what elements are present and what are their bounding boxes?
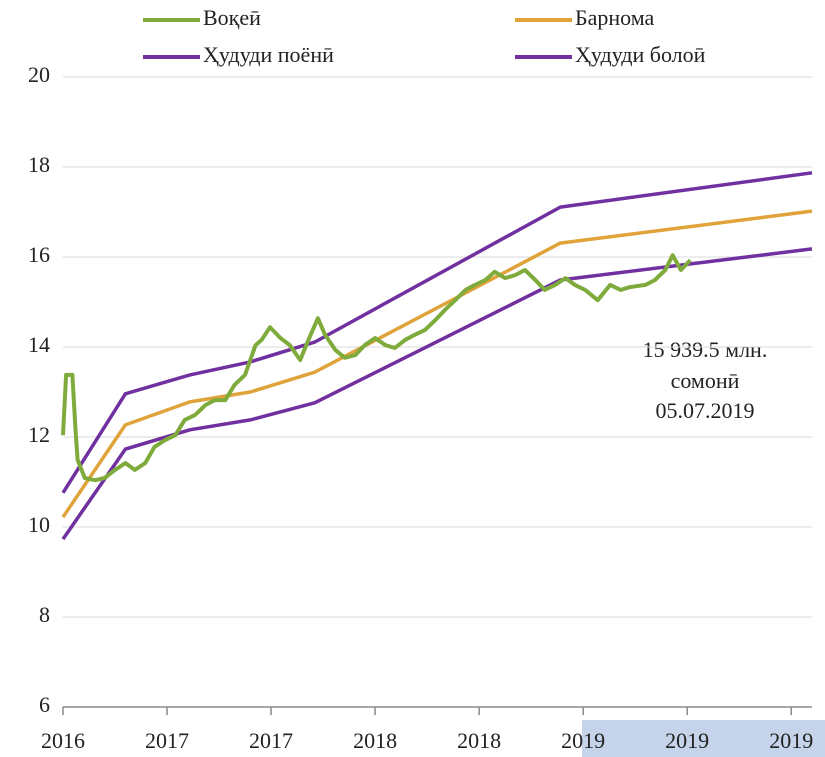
x-tick-label: 2016 bbox=[41, 728, 85, 753]
series-line bbox=[61, 247, 813, 541]
legend-label: Барнома bbox=[575, 5, 655, 30]
legend-label: Ҳудуди поёнӣ bbox=[203, 42, 334, 67]
series-line bbox=[61, 209, 813, 519]
y-tick-label: 12 bbox=[28, 422, 50, 447]
y-tick-label: 20 bbox=[28, 62, 50, 87]
annotation: 15 939.5 млн. bbox=[643, 337, 768, 362]
series-line bbox=[61, 171, 813, 494]
x-tick-label: 2017 bbox=[145, 728, 189, 753]
series-line bbox=[61, 253, 692, 483]
annotation: 05.07.2019 bbox=[656, 398, 755, 423]
y-tick-label: 6 bbox=[39, 692, 50, 717]
highlight-box bbox=[582, 720, 825, 757]
y-tick-label: 18 bbox=[28, 152, 50, 177]
y-tick-label: 10 bbox=[28, 512, 50, 537]
x-tick-label: 2019 bbox=[665, 728, 709, 753]
y-tick-label: 16 bbox=[28, 242, 50, 267]
annotation: сомонӣ bbox=[671, 368, 740, 393]
y-tick-label: 8 bbox=[39, 602, 50, 627]
legend-label: Ҳудуди болоӣ bbox=[575, 42, 706, 67]
x-tick-label: 2019 bbox=[561, 728, 605, 753]
x-tick-label: 2018 bbox=[353, 728, 397, 753]
legend-label: Воқеӣ bbox=[203, 5, 261, 30]
x-tick-label: 2019 bbox=[769, 728, 813, 753]
y-tick-label: 14 bbox=[28, 332, 50, 357]
x-tick-label: 2017 bbox=[249, 728, 293, 753]
x-tick-label: 2018 bbox=[457, 728, 501, 753]
